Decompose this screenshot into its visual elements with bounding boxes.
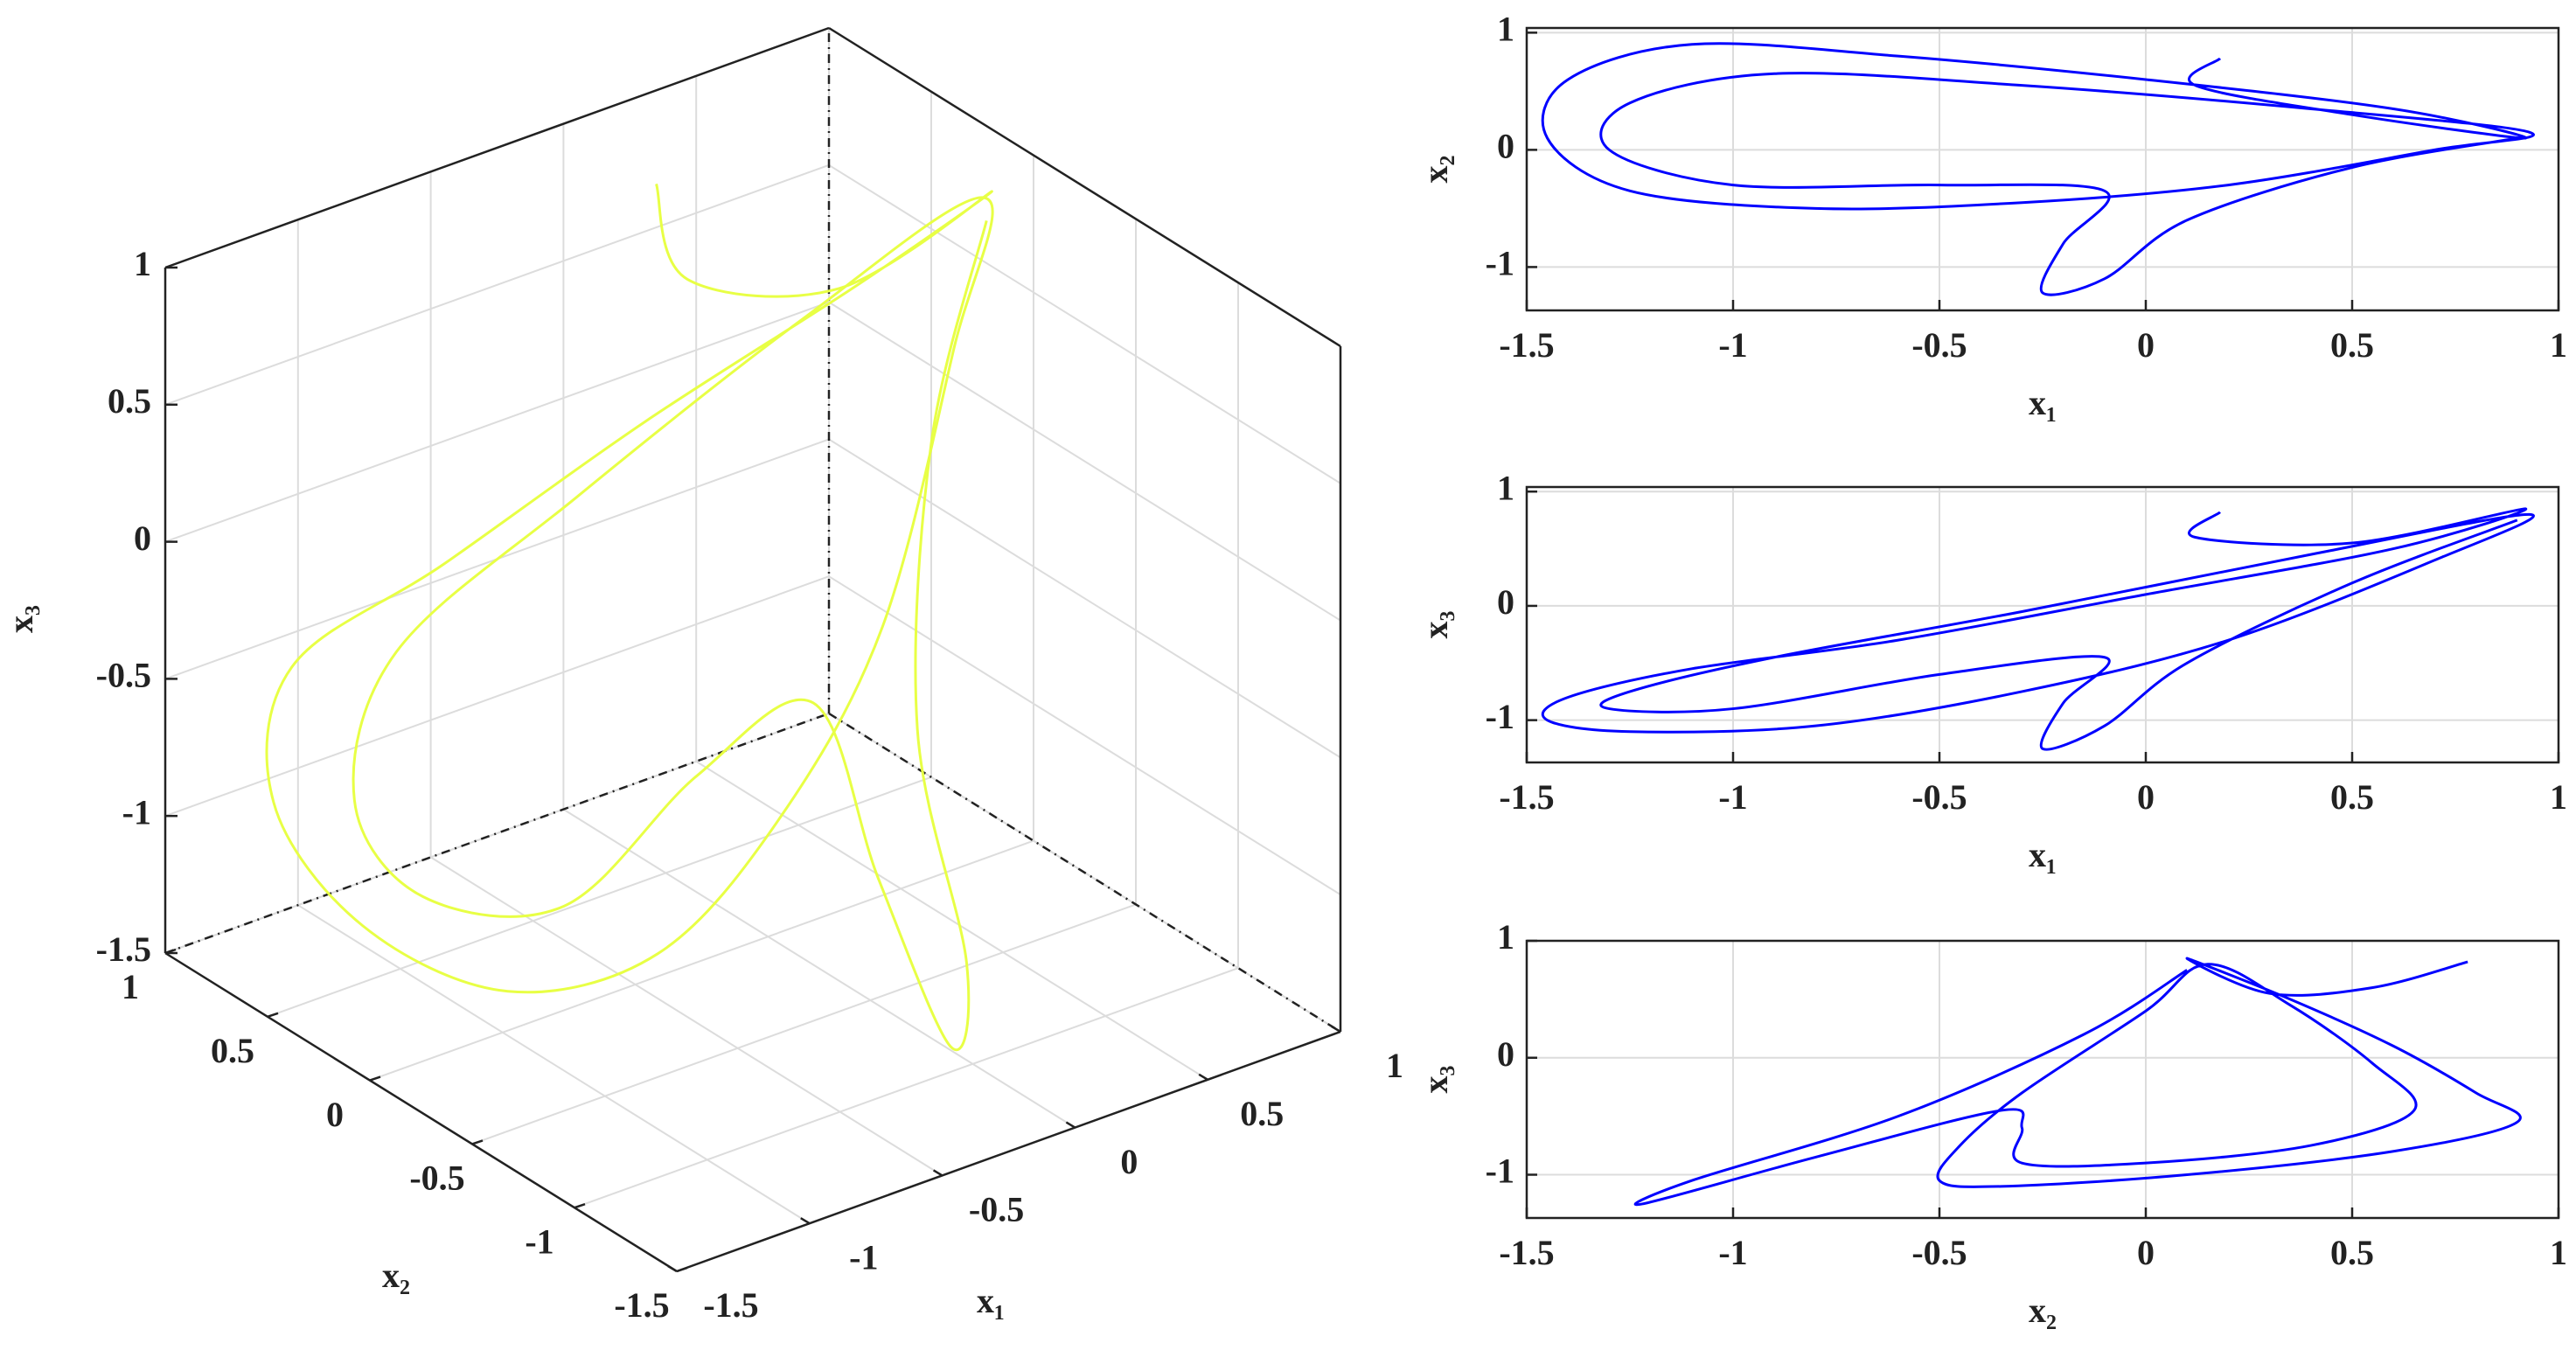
x-tick-label: -1 [849, 1237, 878, 1277]
y-tick-label: -1 [525, 1221, 553, 1261]
y-tick-label: -1 [1486, 1152, 1514, 1191]
y-tick-label: -1 [1486, 697, 1514, 736]
y-tick-label: 1 [1497, 917, 1514, 957]
x-tick-label: 0 [1120, 1142, 1138, 1181]
grid-line [297, 904, 811, 1225]
x-tick-label: 0.5 [1240, 1094, 1284, 1133]
grid-line [828, 575, 1341, 896]
x-tick-label: -0.5 [1911, 325, 1967, 365]
tick-mark [800, 1217, 811, 1225]
grid-line [430, 856, 943, 1177]
y-tick-label: 1 [1497, 10, 1514, 49]
x-tick-label: 0.5 [2330, 777, 2374, 817]
tick-mark [164, 948, 177, 955]
x-axis-label: x₁ [2029, 835, 2057, 874]
y-tick-label: 0 [1497, 1034, 1514, 1074]
grid-line [164, 301, 830, 543]
x-tick-label: 1 [2550, 777, 2567, 817]
x-axis-label: x₁ [2029, 383, 2057, 422]
axis-edge [164, 951, 678, 1273]
z-tick-label: 0 [134, 518, 151, 558]
grid-line [164, 575, 830, 818]
y-tick-label: 0.5 [211, 1031, 254, 1070]
z-tick-label: -0.5 [96, 656, 151, 695]
y-axis-label: x₂ [382, 1256, 410, 1295]
tick-mark [1065, 1121, 1076, 1129]
y-tick-label: 0 [1497, 127, 1514, 166]
z-axis-label: x₃ [1, 605, 40, 633]
tick-mark [1198, 1073, 1208, 1081]
y-axis-label: x₂ [1416, 156, 1455, 184]
x-tick-label: 0.5 [2330, 325, 2374, 365]
hidden-edge [828, 712, 1341, 1033]
y-tick-label: -0.5 [409, 1159, 464, 1198]
x-tick-label: -1.5 [703, 1285, 758, 1325]
trajectory [1541, 42, 2535, 296]
y-tick-label: 1 [122, 967, 139, 1006]
tick-mark [667, 1264, 678, 1273]
z-tick-label: 1 [134, 244, 151, 283]
tick-mark [574, 1203, 586, 1209]
axis-edge [676, 1030, 1341, 1273]
grid-line [164, 164, 830, 406]
grid-line [828, 301, 1341, 622]
grid-line [828, 164, 1341, 484]
trajectory [1633, 957, 2522, 1207]
x-axis-label: x₁ [977, 1281, 1005, 1320]
x-tick-label: 1 [1386, 1046, 1403, 1085]
y-axis-label: x₃ [1416, 611, 1455, 639]
y-tick-label: -1 [1486, 244, 1514, 283]
x-tick-label: -1 [1718, 1233, 1747, 1272]
x-tick-label: -1.5 [1499, 325, 1554, 365]
x-tick-label: -1 [1718, 325, 1747, 365]
x-tick-label: 0 [2137, 777, 2155, 817]
grid-line [562, 808, 1076, 1129]
x-tick-label: 0 [2137, 1233, 2155, 1272]
z-tick-label: 0.5 [108, 381, 151, 421]
x-axis-label: x₂ [2029, 1291, 2057, 1330]
y-tick-label: 0 [326, 1095, 344, 1134]
trajectory [1541, 507, 2535, 751]
tick-mark [369, 1075, 381, 1082]
y-tick-label: 0 [1497, 582, 1514, 622]
y-axis-label: x₃ [1416, 1066, 1455, 1094]
tick-mark [676, 1266, 688, 1273]
x-tick-label: 1 [2550, 1233, 2567, 1272]
x-tick-label: -1.5 [1499, 777, 1554, 817]
tick-mark [267, 1012, 279, 1018]
x-tick-label: -1.5 [1499, 1233, 1554, 1272]
axis-edge [828, 26, 1341, 348]
grid-line [828, 438, 1341, 759]
x-tick-label: -0.5 [1911, 1233, 1967, 1272]
axes-box [1525, 26, 2560, 312]
x-tick-label: 1 [2550, 325, 2567, 365]
axes-box [1525, 485, 2560, 764]
grid-line [695, 760, 1208, 1081]
axis-edge [164, 26, 830, 269]
hidden-edge [164, 712, 830, 955]
trajectory [265, 183, 994, 1051]
axes-box [1525, 939, 2560, 1220]
x-tick-label: 0 [2137, 325, 2155, 365]
tick-mark [1331, 1025, 1341, 1033]
y-tick-label: -1.5 [614, 1285, 669, 1325]
grid-line [369, 839, 1034, 1082]
x-tick-label: 0.5 [2330, 1233, 2374, 1272]
grid-line [574, 967, 1239, 1209]
tick-mark [932, 1169, 943, 1177]
z-tick-label: -1 [122, 792, 151, 832]
grid-line [471, 903, 1137, 1145]
x-tick-label: -1 [1718, 777, 1747, 817]
tick-mark [471, 1139, 484, 1145]
x-tick-label: -0.5 [1911, 777, 1967, 817]
x-tick-label: -0.5 [969, 1190, 1024, 1229]
grid-line [267, 776, 932, 1018]
y-tick-label: 1 [1497, 468, 1514, 507]
z-tick-label: -1.5 [96, 929, 151, 969]
